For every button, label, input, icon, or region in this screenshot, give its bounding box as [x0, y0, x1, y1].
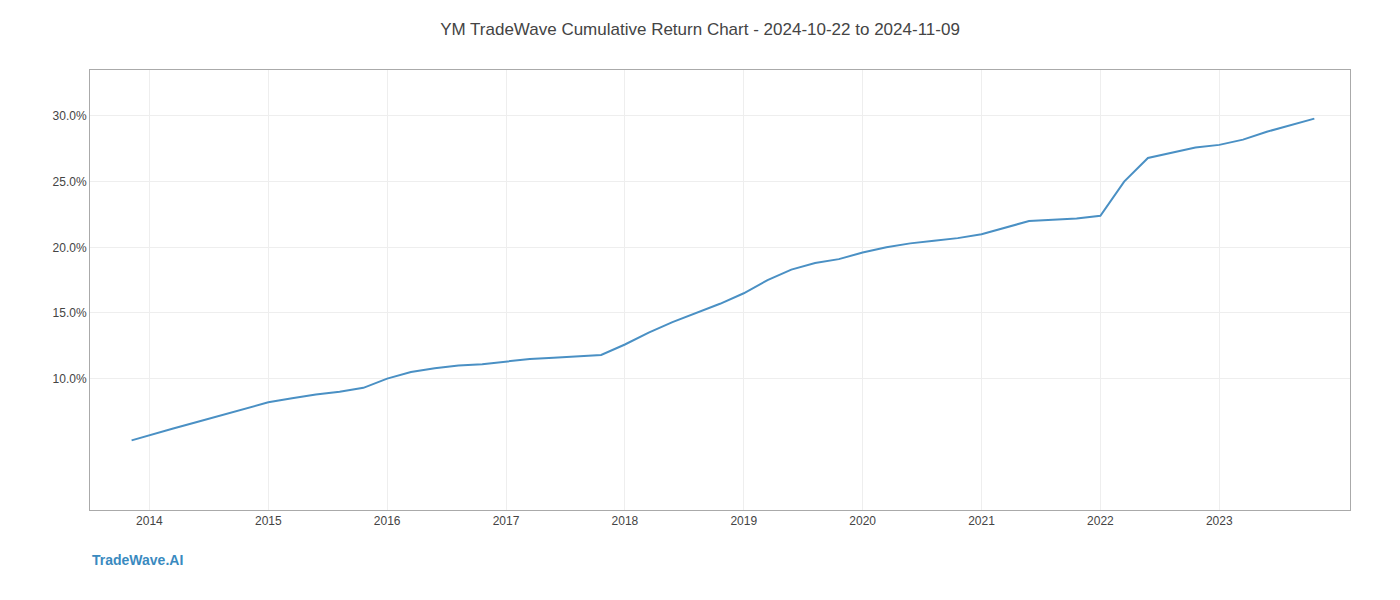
svg-text:20.0%: 20.0%	[53, 241, 87, 255]
svg-text:2020: 2020	[849, 514, 876, 528]
svg-text:2023: 2023	[1206, 514, 1233, 528]
svg-text:10.0%: 10.0%	[53, 372, 87, 386]
svg-text:2018: 2018	[612, 514, 639, 528]
svg-text:2017: 2017	[493, 514, 520, 528]
svg-text:2022: 2022	[1087, 514, 1114, 528]
svg-text:2015: 2015	[255, 514, 282, 528]
svg-text:2014: 2014	[136, 514, 163, 528]
svg-text:2016: 2016	[374, 514, 401, 528]
svg-text:15.0%: 15.0%	[53, 306, 87, 320]
svg-text:2021: 2021	[968, 514, 995, 528]
svg-text:TradeWave.AI: TradeWave.AI	[92, 552, 183, 568]
svg-text:YM TradeWave Cumulative Return: YM TradeWave Cumulative Return Chart - 2…	[440, 20, 960, 39]
svg-text:25.0%: 25.0%	[53, 175, 87, 189]
svg-text:30.0%: 30.0%	[53, 109, 87, 123]
svg-text:2019: 2019	[730, 514, 757, 528]
